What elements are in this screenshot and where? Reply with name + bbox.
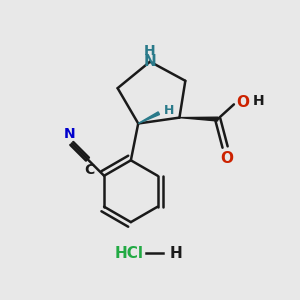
Text: C: C <box>85 163 95 177</box>
Text: N: N <box>144 54 156 69</box>
Text: O: O <box>236 94 249 110</box>
Text: O: O <box>220 152 233 166</box>
Polygon shape <box>138 112 160 124</box>
Text: H: H <box>253 94 265 108</box>
Text: N: N <box>64 127 75 140</box>
Text: HCl: HCl <box>115 246 144 261</box>
Polygon shape <box>179 117 218 121</box>
Text: H: H <box>144 44 156 58</box>
Text: H: H <box>164 104 175 117</box>
Text: H: H <box>169 246 182 261</box>
